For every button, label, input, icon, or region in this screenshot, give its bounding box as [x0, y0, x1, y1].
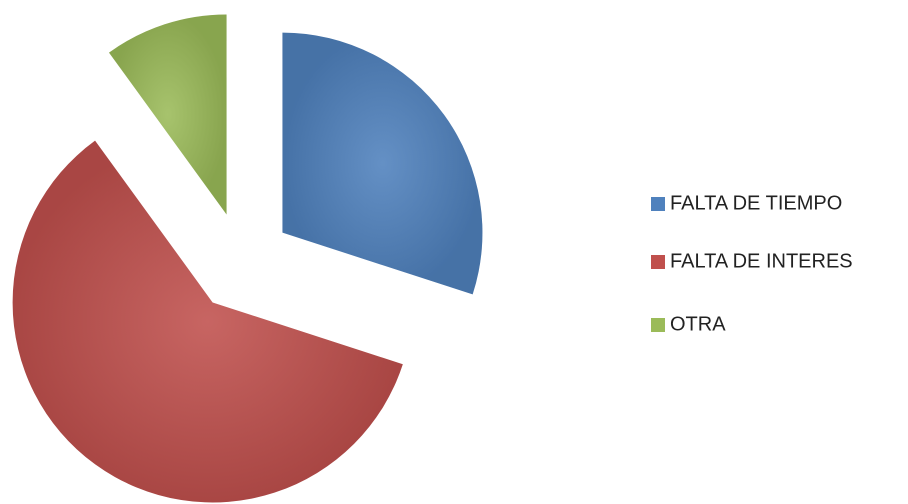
- legend-label: FALTA DE INTERES: [670, 250, 853, 272]
- legend-swatch: [651, 318, 665, 332]
- legend-swatch: [651, 255, 665, 269]
- pie-slice: [282, 32, 483, 295]
- legend-label: OTRA: [670, 313, 726, 335]
- legend-label: FALTA DE TIEMPO: [670, 192, 842, 214]
- legend-swatch: [651, 197, 665, 211]
